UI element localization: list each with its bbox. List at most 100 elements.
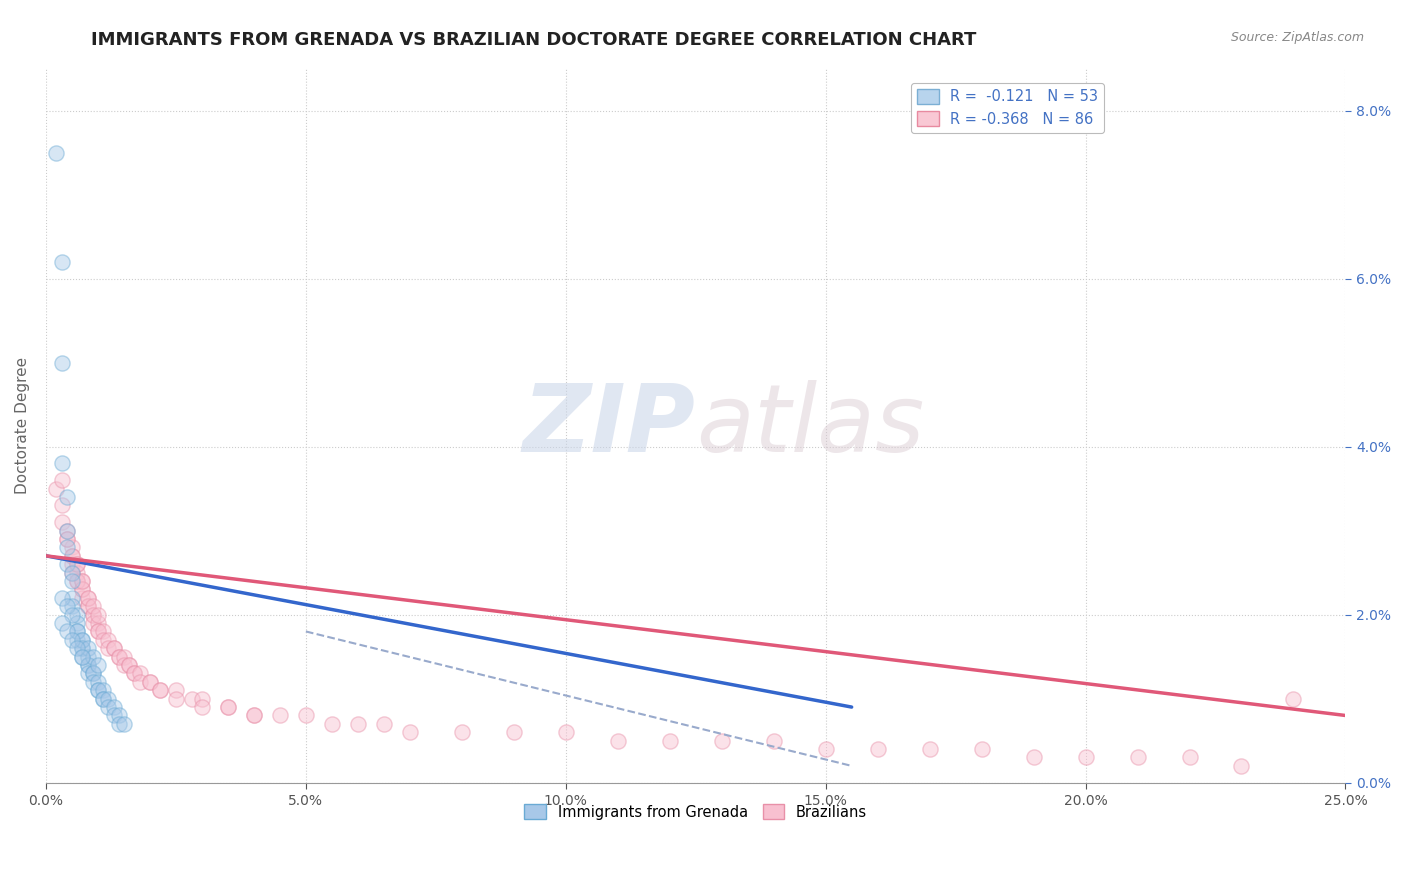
Point (243, 708, 266, 723)
Point (87, 683, 110, 698)
Point (66, 558, 89, 572)
Point (76, 658, 98, 673)
Point (51, 515, 73, 529)
Point (55, 524, 77, 538)
Point (66, 615, 89, 630)
Point (124, 666, 146, 681)
Point (87, 674, 110, 689)
Point (97, 632, 120, 647)
Point (60, 632, 83, 647)
Point (814, 742, 837, 756)
Point (91, 624, 114, 639)
Point (118, 658, 141, 673)
Point (1022, 750, 1045, 764)
Text: atlas: atlas (696, 380, 924, 471)
Point (82, 674, 104, 689)
Point (606, 733, 628, 747)
Point (918, 742, 941, 756)
Point (217, 700, 239, 714)
Point (66, 607, 89, 622)
Point (60, 566, 83, 580)
Text: Source: ZipAtlas.com: Source: ZipAtlas.com (1230, 31, 1364, 45)
Point (66, 574, 89, 588)
Point (118, 658, 141, 673)
Point (91, 683, 114, 698)
Point (191, 691, 214, 706)
Point (762, 733, 785, 747)
Point (55, 490, 77, 504)
Point (66, 641, 89, 656)
Point (1230, 759, 1253, 773)
Point (76, 599, 98, 614)
Point (55, 532, 77, 546)
Point (97, 641, 120, 656)
Point (60, 566, 83, 580)
Point (1178, 750, 1201, 764)
Point (82, 666, 104, 681)
Point (66, 624, 89, 639)
Point (55, 541, 77, 555)
Point (658, 733, 681, 747)
Point (97, 691, 120, 706)
Point (295, 708, 318, 723)
Point (866, 742, 889, 756)
Point (76, 599, 98, 614)
Point (51, 457, 73, 471)
Point (87, 615, 110, 630)
Point (87, 624, 110, 639)
Point (55, 524, 77, 538)
Point (72, 649, 94, 664)
Point (124, 666, 146, 681)
Point (72, 649, 94, 664)
Point (72, 632, 94, 647)
Point (51, 591, 73, 605)
Point (373, 717, 395, 731)
Point (107, 717, 129, 731)
Point (128, 666, 150, 681)
Point (66, 624, 89, 639)
Point (60, 541, 83, 555)
Point (51, 254, 73, 268)
Point (55, 624, 77, 639)
Point (149, 683, 172, 698)
Point (321, 717, 343, 731)
Point (710, 733, 733, 747)
Point (103, 708, 125, 723)
Point (107, 708, 129, 723)
Point (66, 574, 89, 588)
Point (45, 145, 67, 160)
Point (165, 683, 187, 698)
Point (112, 717, 135, 731)
Point (60, 607, 83, 622)
Point (970, 742, 993, 756)
Point (191, 700, 214, 714)
Point (82, 607, 104, 622)
Point (91, 691, 114, 706)
Point (72, 574, 94, 588)
Text: IMMIGRANTS FROM GRENADA VS BRAZILIAN DOCTORATE DEGREE CORRELATION CHART: IMMIGRANTS FROM GRENADA VS BRAZILIAN DOC… (91, 31, 977, 49)
Point (60, 574, 83, 588)
Point (112, 649, 135, 664)
Point (72, 574, 94, 588)
Point (82, 599, 104, 614)
Point (66, 632, 89, 647)
Point (72, 582, 94, 597)
Point (60, 558, 83, 572)
Point (60, 599, 83, 614)
Point (91, 632, 114, 647)
Point (107, 649, 129, 664)
Point (165, 691, 187, 706)
Point (87, 683, 110, 698)
Point (103, 641, 125, 656)
Point (450, 725, 472, 739)
Point (103, 641, 125, 656)
Point (45, 482, 67, 496)
Point (55, 558, 77, 572)
Point (72, 591, 94, 605)
Text: ZIP: ZIP (523, 380, 696, 472)
Y-axis label: Doctorate Degree: Doctorate Degree (15, 357, 30, 494)
Point (1282, 691, 1305, 706)
Point (87, 624, 110, 639)
Point (149, 683, 172, 698)
Point (87, 607, 110, 622)
